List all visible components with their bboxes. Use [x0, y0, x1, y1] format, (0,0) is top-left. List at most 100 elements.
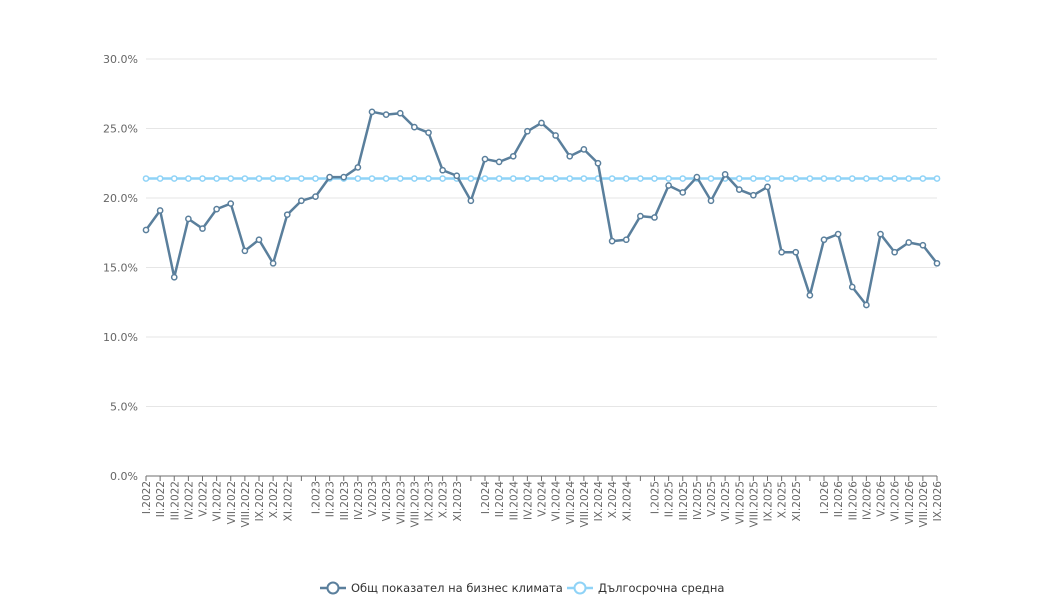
data-point[interactable]	[877, 230, 884, 238]
data-point[interactable]	[170, 175, 178, 182]
data-point[interactable]	[848, 283, 856, 291]
data-point[interactable]	[933, 259, 941, 267]
data-point[interactable]	[750, 191, 757, 199]
data-point[interactable]	[679, 175, 687, 182]
data-point[interactable]	[255, 236, 263, 244]
data-point[interactable]	[735, 175, 743, 182]
data-point[interactable]	[566, 152, 574, 160]
data-point[interactable]	[241, 247, 249, 255]
data-point[interactable]	[735, 186, 743, 194]
data-point[interactable]	[524, 175, 531, 182]
data-point[interactable]	[199, 225, 206, 232]
data-point[interactable]	[382, 111, 390, 118]
data-point[interactable]	[594, 159, 602, 167]
data-point[interactable]	[580, 175, 588, 182]
data-point[interactable]	[368, 108, 376, 116]
data-point[interactable]	[863, 175, 870, 182]
data-point[interactable]	[905, 175, 913, 182]
data-point[interactable]	[622, 175, 630, 182]
data-point[interactable]	[495, 175, 503, 182]
data-point[interactable]	[199, 175, 206, 182]
data-point[interactable]	[170, 273, 178, 281]
data-point[interactable]	[283, 175, 291, 182]
data-point[interactable]	[538, 119, 545, 127]
data-point[interactable]	[552, 132, 559, 139]
data-point[interactable]	[608, 237, 616, 245]
data-point[interactable]	[340, 173, 348, 181]
data-point[interactable]	[312, 193, 319, 200]
data-point[interactable]	[509, 175, 517, 182]
data-point[interactable]	[156, 175, 164, 182]
data-point[interactable]	[509, 152, 517, 160]
data-point[interactable]	[326, 173, 333, 181]
data-point[interactable]	[848, 175, 856, 182]
data-point[interactable]	[298, 175, 305, 182]
data-point[interactable]	[312, 175, 319, 182]
data-point[interactable]	[425, 129, 432, 137]
data-point[interactable]	[467, 197, 475, 205]
data-point[interactable]	[495, 158, 503, 166]
data-point[interactable]	[227, 200, 235, 207]
data-point[interactable]	[651, 214, 658, 221]
data-point[interactable]	[255, 175, 263, 182]
legend-item-series-2[interactable]: Дългосрочна средна	[567, 581, 724, 595]
data-point[interactable]	[637, 175, 644, 182]
data-point[interactable]	[227, 175, 235, 182]
data-point[interactable]	[269, 259, 277, 267]
data-point[interactable]	[679, 189, 687, 196]
legend[interactable]: Общ показател на бизнес климата Дългосро…	[320, 581, 724, 595]
data-point[interactable]	[354, 175, 362, 182]
data-point[interactable]	[467, 175, 475, 182]
data-point[interactable]	[891, 175, 898, 182]
data-point[interactable]	[806, 291, 814, 299]
data-point[interactable]	[439, 175, 446, 182]
data-point[interactable]	[750, 175, 757, 182]
data-point[interactable]	[213, 175, 220, 182]
data-point[interactable]	[185, 215, 192, 223]
data-point[interactable]	[778, 175, 785, 182]
data-point[interactable]	[213, 205, 220, 213]
legend-item-series-1[interactable]: Общ показател на бизнес климата	[320, 581, 563, 595]
data-point[interactable]	[608, 175, 616, 182]
data-point[interactable]	[439, 166, 446, 174]
data-point[interactable]	[425, 175, 432, 182]
data-point[interactable]	[411, 123, 418, 131]
data-point[interactable]	[156, 207, 164, 214]
data-point[interactable]	[552, 175, 559, 182]
data-point[interactable]	[919, 175, 927, 182]
data-point[interactable]	[721, 171, 729, 178]
data-point[interactable]	[693, 173, 701, 181]
data-point[interactable]	[538, 175, 545, 182]
data-point[interactable]	[863, 301, 870, 309]
data-point[interactable]	[891, 248, 898, 256]
data-point[interactable]	[877, 175, 884, 182]
data-point[interactable]	[637, 212, 644, 220]
data-point[interactable]	[834, 230, 842, 238]
data-point[interactable]	[524, 127, 531, 135]
data-point[interactable]	[707, 175, 715, 182]
data-point[interactable]	[764, 175, 771, 182]
data-point[interactable]	[142, 226, 150, 234]
data-point[interactable]	[764, 183, 771, 191]
data-point[interactable]	[481, 175, 489, 182]
data-point[interactable]	[622, 236, 630, 244]
data-point[interactable]	[241, 175, 249, 182]
data-point[interactable]	[778, 248, 785, 256]
data-point[interactable]	[580, 146, 588, 153]
data-point[interactable]	[707, 197, 715, 205]
data-point[interactable]	[283, 211, 291, 219]
data-point[interactable]	[651, 175, 658, 182]
data-point[interactable]	[834, 175, 842, 182]
data-point[interactable]	[453, 172, 461, 180]
data-point[interactable]	[665, 182, 672, 189]
data-point[interactable]	[411, 175, 418, 182]
data-point[interactable]	[820, 175, 828, 182]
data-point[interactable]	[382, 175, 390, 182]
data-point[interactable]	[566, 175, 574, 182]
data-point[interactable]	[368, 175, 376, 182]
data-point[interactable]	[933, 175, 941, 182]
data-point[interactable]	[142, 175, 150, 182]
data-point[interactable]	[792, 248, 800, 256]
data-point[interactable]	[298, 197, 305, 205]
data-point[interactable]	[396, 109, 404, 117]
